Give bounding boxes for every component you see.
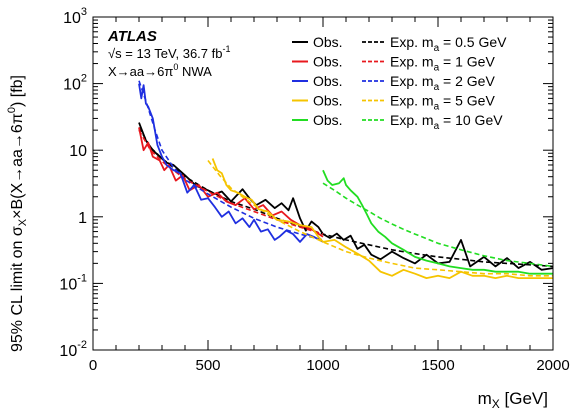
y-tick-label: 103 (63, 6, 87, 27)
legend-obs-label: Obs. (313, 93, 343, 109)
x-axis-label: mX [GeV] (478, 389, 548, 411)
legend-exp-label: Exp. ma = 1 GeV (390, 54, 495, 74)
legend-exp-label: Exp. ma = 2 GeV (390, 73, 495, 93)
legend-obs-label: Obs. (313, 73, 343, 89)
plot-area (138, 80, 553, 279)
process-label: X→aa→6π0 NWA (108, 62, 212, 79)
x-tick-label: 500 (195, 357, 220, 374)
experiment-label: ATLAS (107, 28, 157, 45)
legend-obs-label: Obs. (313, 34, 343, 50)
y-tick-label: 10-1 (59, 272, 87, 293)
legend-exp-label: Exp. ma = 0.5 GeV (390, 34, 507, 54)
series-line-6 (211, 158, 553, 279)
y-axis-label: 95% CL limit on σX×B(X→aa→6π0) [fb] (6, 75, 29, 352)
x-tick-label: 1000 (306, 357, 339, 374)
y-tick-label: 10-2 (59, 339, 87, 360)
x-tick-label: 0 (89, 357, 97, 374)
y-tick-label: 1 (78, 210, 87, 227)
series-line-9 (322, 182, 553, 268)
series-line-5 (138, 80, 324, 241)
x-tick-label: 2000 (536, 357, 569, 374)
axes: 0 500 1000 1500 2000 10-2 10-1 1 10 102 103 (59, 6, 569, 374)
legend-obs-label: Obs. (313, 54, 343, 70)
series-line-8 (322, 169, 553, 275)
legend-obs-label: Obs. (313, 112, 343, 128)
series-group (138, 80, 553, 279)
series-line-7 (207, 160, 553, 277)
x-tick-label: 1500 (421, 357, 454, 374)
energy-label: √s = 13 TeV, 36.7 fb-1 (108, 44, 231, 61)
legend-exp-label: Exp. ma = 10 GeV (390, 112, 503, 132)
legend-exp-label: Exp. ma = 5 GeV (390, 93, 495, 113)
series-line-3 (138, 129, 324, 235)
legend: Obs. Exp. ma = 0.5 GeV Obs. Exp. ma = 1 GeV… (292, 34, 507, 132)
series-line-2 (138, 127, 324, 238)
y-tick-label: 102 (63, 73, 87, 94)
y-tick-label: 10 (69, 143, 87, 160)
